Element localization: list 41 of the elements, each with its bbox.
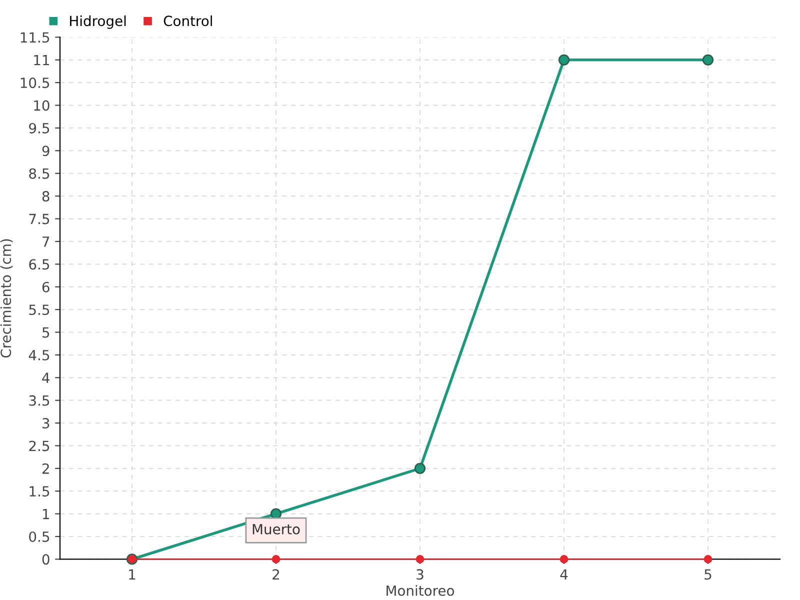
- y-tick-label: 9: [42, 146, 50, 156]
- y-tick-label: 0.5: [29, 531, 50, 542]
- y-tick-label: 11: [34, 55, 49, 66]
- y-tick-label: 3.5: [29, 395, 50, 406]
- x-tick-label: 1: [129, 569, 136, 580]
- y-tick-label: 8.5: [29, 168, 50, 179]
- x-tick-label: 2: [272, 569, 280, 580]
- y-tick-label: 2: [42, 463, 49, 474]
- y-tick-label: 5: [42, 327, 50, 338]
- x-axis-title: Monitoreo: [386, 585, 454, 596]
- y-tick-label: 7.5: [29, 214, 50, 224]
- point: [416, 555, 424, 564]
- y-tick-label: 2.5: [29, 440, 50, 452]
- y-tick-label: 6: [42, 282, 50, 292]
- y-tick-label: 11.5: [20, 32, 50, 43]
- y-tick-label: 9.5: [29, 122, 50, 134]
- y-tick-label: 4.5: [28, 350, 50, 360]
- y-tick-label: 6.5: [29, 259, 50, 270]
- legend-label: Control: [164, 15, 212, 26]
- point: [414, 462, 426, 474]
- y-tick-label: 1.5: [30, 486, 50, 497]
- x-tick-label: 4: [560, 569, 568, 580]
- x-tick-label: 5: [704, 569, 712, 580]
- y-tick-label: 7: [42, 236, 50, 247]
- annotation: Muerto: [252, 524, 300, 534]
- legend-label: Hidrogel: [70, 15, 126, 29]
- point: [702, 54, 714, 66]
- y-tick-label: 1: [42, 508, 49, 520]
- y-tick-label: 5.5: [29, 304, 50, 316]
- y-tick-label: 10.5: [20, 78, 50, 88]
- y-tick-label: 10: [34, 100, 50, 111]
- point: [558, 54, 570, 66]
- y-tick-label: 0: [42, 554, 50, 565]
- y-tick-label: 8: [42, 191, 50, 202]
- y-axis-title: Crecimiento (cm): [0, 239, 13, 358]
- x-tick-label: 3: [416, 569, 424, 580]
- y-tick-label: 3: [42, 418, 50, 428]
- point: [272, 555, 280, 564]
- point: [704, 555, 712, 564]
- point: [560, 555, 568, 564]
- y-tick-label: 4: [42, 372, 50, 383]
